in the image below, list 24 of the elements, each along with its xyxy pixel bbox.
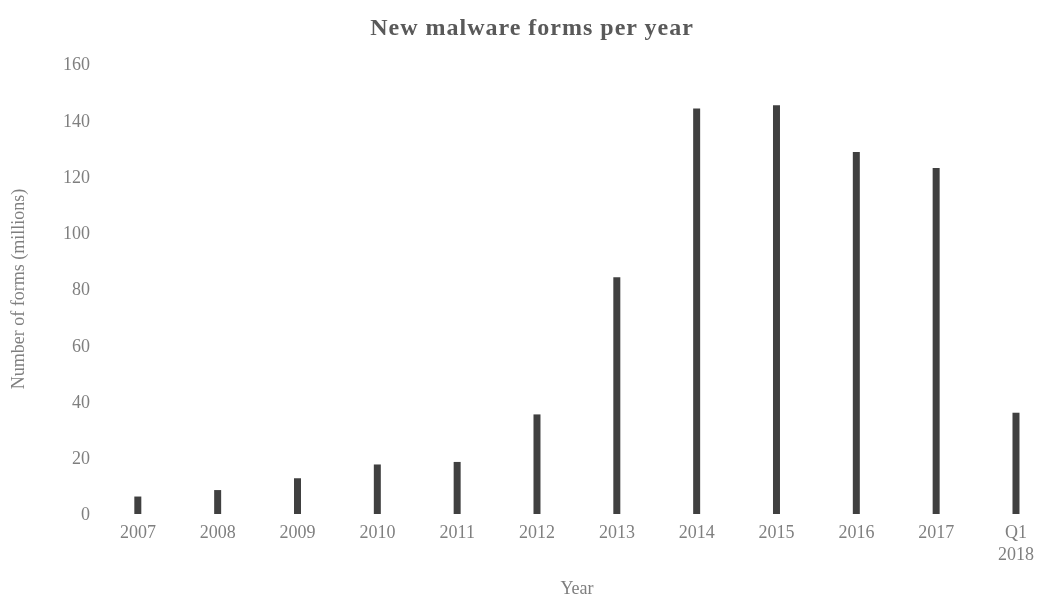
x-tick-label: Q1 2018 bbox=[998, 522, 1035, 564]
y-tick-label: 140 bbox=[63, 110, 90, 131]
chart-title: New malware forms per year bbox=[369, 13, 695, 42]
x-tick-label: 2017 bbox=[918, 522, 955, 542]
y-tick-label: 80 bbox=[72, 279, 90, 300]
y-tick-label: 60 bbox=[72, 335, 90, 356]
x-tick-label: 2014 bbox=[678, 522, 715, 542]
x-tick-label: 2015 bbox=[758, 522, 795, 542]
x-axis-title: Year bbox=[560, 578, 594, 598]
x-tick-label: 2007 bbox=[119, 522, 156, 542]
x-tick-label: 2012 bbox=[519, 522, 556, 542]
y-tick-label: 0 bbox=[81, 504, 90, 525]
x-tick-label: 2010 bbox=[359, 522, 396, 542]
y-tick-label: 20 bbox=[72, 448, 90, 469]
y-tick-label: 160 bbox=[63, 54, 90, 75]
y-axis-title: Number of forms (millions) bbox=[8, 188, 30, 390]
y-tick-label: 40 bbox=[72, 391, 90, 412]
y-tick-label: 100 bbox=[63, 223, 90, 244]
x-tick-label: 2011 bbox=[439, 522, 475, 542]
x-tick-label: 2013 bbox=[598, 522, 635, 542]
x-tick-label: 2009 bbox=[279, 522, 316, 542]
y-tick-label: 120 bbox=[63, 166, 90, 187]
x-tick-label: 2016 bbox=[838, 522, 875, 542]
x-tick-label: 2008 bbox=[199, 522, 236, 542]
